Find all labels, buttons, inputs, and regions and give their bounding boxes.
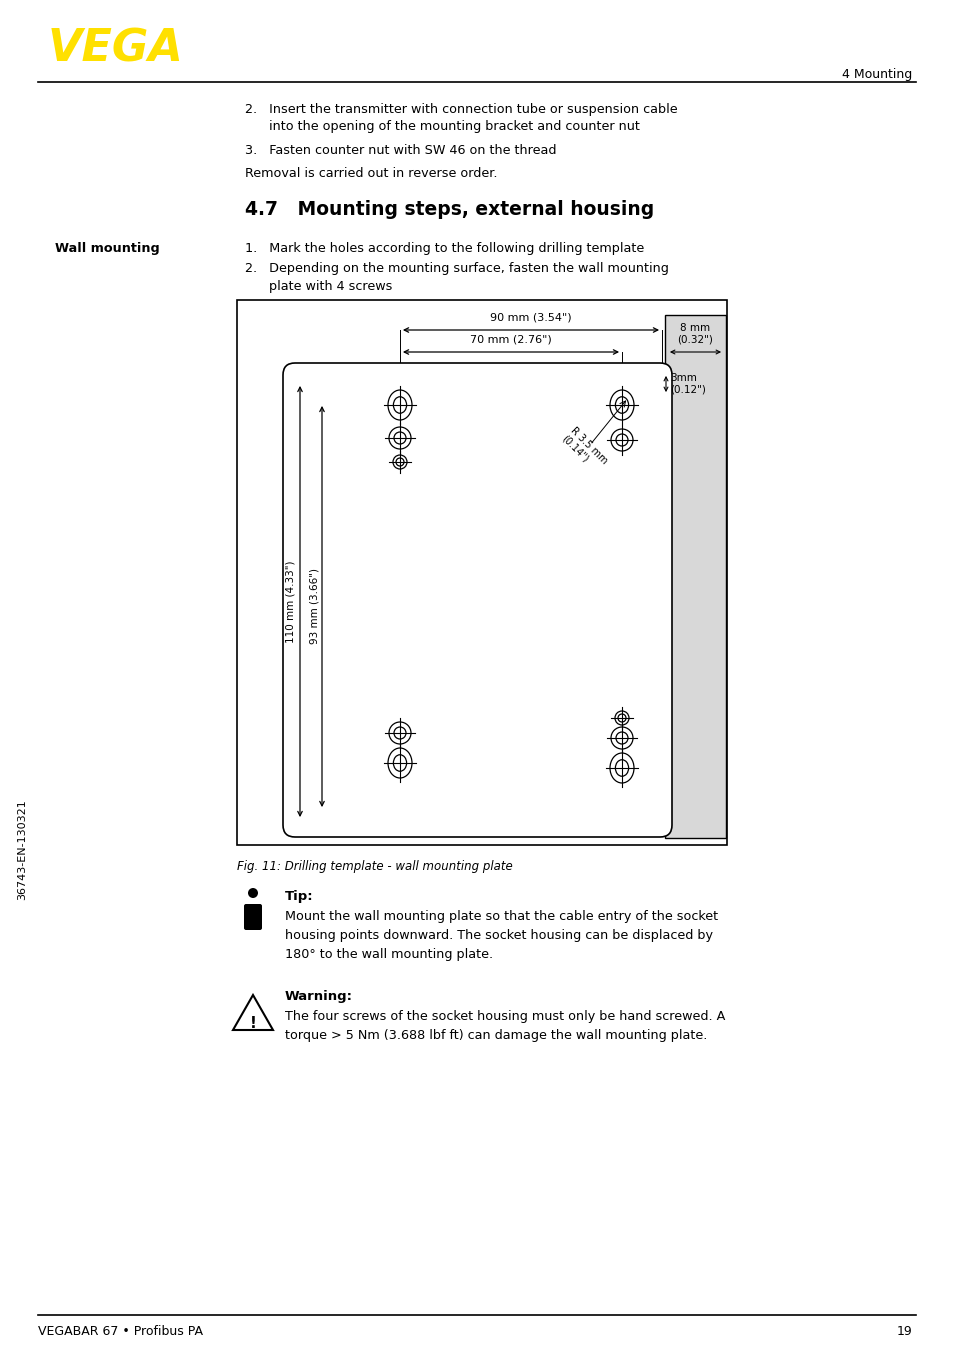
- Circle shape: [389, 722, 411, 743]
- Text: 19: 19: [895, 1326, 911, 1338]
- Text: Removal is carried out in reverse order.: Removal is carried out in reverse order.: [245, 167, 497, 180]
- Text: Tip:: Tip:: [285, 890, 314, 903]
- Text: 1.   Mark the holes according to the following drilling template: 1. Mark the holes according to the follo…: [245, 242, 643, 255]
- Circle shape: [610, 727, 633, 749]
- Text: plate with 4 screws: plate with 4 screws: [245, 280, 392, 292]
- Ellipse shape: [388, 747, 412, 779]
- Circle shape: [610, 429, 633, 451]
- Text: 3mm
(0.12"): 3mm (0.12"): [669, 374, 705, 395]
- Text: 3.   Fasten counter nut with SW 46 on the thread: 3. Fasten counter nut with SW 46 on the …: [245, 144, 556, 157]
- Text: 180° to the wall mounting plate.: 180° to the wall mounting plate.: [285, 948, 493, 961]
- Circle shape: [395, 458, 403, 466]
- Text: Wall mounting: Wall mounting: [55, 242, 159, 255]
- Text: 4 Mounting: 4 Mounting: [841, 68, 911, 81]
- Text: 110 mm (4.33"): 110 mm (4.33"): [286, 561, 295, 643]
- Text: 90 mm (3.54"): 90 mm (3.54"): [490, 313, 571, 324]
- Text: The four screws of the socket housing must only be hand screwed. A: The four screws of the socket housing mu…: [285, 1010, 724, 1024]
- Text: torque > 5 Nm (3.688 lbf ft) can damage the wall mounting plate.: torque > 5 Nm (3.688 lbf ft) can damage …: [285, 1029, 706, 1043]
- Circle shape: [616, 733, 627, 743]
- Ellipse shape: [393, 397, 406, 413]
- Text: 8 mm
(0.32"): 8 mm (0.32"): [677, 324, 713, 345]
- Ellipse shape: [609, 753, 634, 783]
- Circle shape: [616, 435, 627, 445]
- Circle shape: [618, 714, 625, 722]
- Text: VEGA: VEGA: [48, 28, 184, 70]
- Ellipse shape: [609, 390, 634, 420]
- Text: Warning:: Warning:: [285, 990, 353, 1003]
- Circle shape: [393, 455, 407, 468]
- Polygon shape: [233, 995, 273, 1030]
- Text: into the opening of the mounting bracket and counter nut: into the opening of the mounting bracket…: [245, 121, 639, 133]
- Circle shape: [248, 888, 257, 898]
- Bar: [664, 315, 725, 838]
- Text: 70 mm (2.76"): 70 mm (2.76"): [470, 334, 551, 345]
- Text: 4.7   Mounting steps, external housing: 4.7 Mounting steps, external housing: [245, 200, 654, 219]
- Text: Fig. 11: Drilling template - wall mounting plate: Fig. 11: Drilling template - wall mounti…: [236, 860, 512, 873]
- Text: Mount the wall mounting plate so that the cable entry of the socket: Mount the wall mounting plate so that th…: [285, 910, 718, 923]
- Text: R 3.5 mm
(0.14"): R 3.5 mm (0.14"): [559, 425, 608, 474]
- Circle shape: [389, 427, 411, 450]
- Ellipse shape: [393, 754, 406, 772]
- FancyBboxPatch shape: [283, 363, 671, 837]
- Ellipse shape: [388, 390, 412, 420]
- Text: 36743-EN-130321: 36743-EN-130321: [17, 800, 27, 900]
- Text: !: !: [250, 1016, 256, 1030]
- Bar: [236, 301, 726, 845]
- Circle shape: [394, 727, 406, 739]
- Circle shape: [615, 711, 628, 724]
- Ellipse shape: [615, 760, 628, 776]
- Ellipse shape: [615, 397, 628, 413]
- Text: housing points downward. The socket housing can be displaced by: housing points downward. The socket hous…: [285, 929, 712, 942]
- Circle shape: [394, 432, 406, 444]
- Text: 93 mm (3.66"): 93 mm (3.66"): [310, 569, 319, 645]
- Text: VEGABAR 67 • Profibus PA: VEGABAR 67 • Profibus PA: [38, 1326, 203, 1338]
- Text: 2.   Insert the transmitter with connection tube or suspension cable: 2. Insert the transmitter with connectio…: [245, 103, 677, 116]
- Text: 2.   Depending on the mounting surface, fasten the wall mounting: 2. Depending on the mounting surface, fa…: [245, 263, 668, 275]
- FancyBboxPatch shape: [244, 904, 262, 930]
